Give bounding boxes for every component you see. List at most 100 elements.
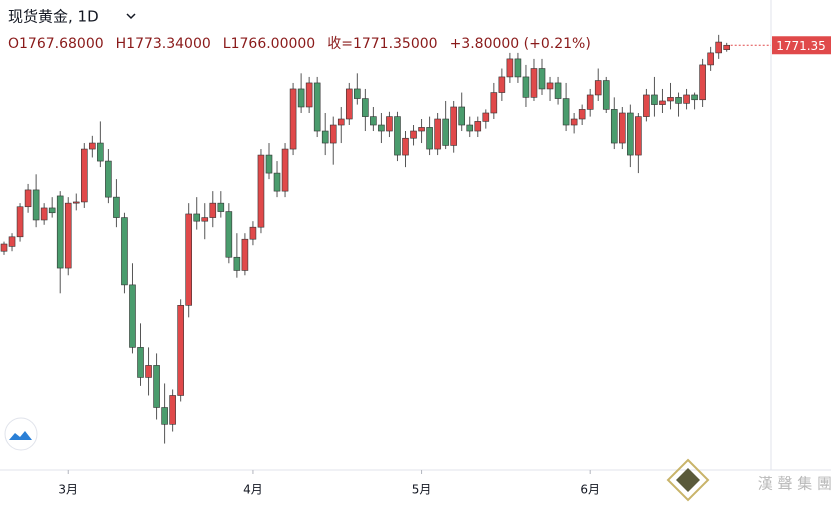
candle (169, 389, 176, 432)
candle-body (305, 82, 313, 108)
candle-body (337, 118, 345, 126)
candle-body (64, 202, 72, 269)
candle-body (450, 106, 457, 146)
candle (386, 111, 393, 138)
candle-body (619, 112, 626, 144)
candle-body (506, 58, 514, 78)
candle-body (257, 154, 265, 228)
logo[interactable] (4, 417, 38, 451)
candle (113, 179, 120, 228)
candle-body (362, 98, 369, 117)
candle (225, 203, 233, 264)
candle-body (562, 98, 570, 126)
candle (675, 92, 682, 117)
candle (161, 383, 168, 444)
candle-body (201, 217, 209, 222)
x-tick-label: 4月 (243, 483, 263, 497)
candle (635, 112, 642, 174)
candle-body (241, 238, 249, 271)
candle (482, 109, 490, 129)
candle-body (153, 365, 160, 408)
candle (578, 104, 586, 126)
candle (145, 347, 152, 396)
candle-body (402, 137, 409, 156)
symbol-title[interactable]: 现货黄金, 1D (8, 8, 99, 26)
candle (538, 58, 546, 95)
candle-body (105, 160, 112, 198)
candle (32, 174, 40, 228)
candle-body (458, 106, 466, 126)
candle-body (217, 202, 225, 212)
candle-body (297, 88, 305, 108)
candle (627, 104, 634, 168)
ohlc-value: 收=1771.35000 (327, 36, 437, 52)
candle (570, 112, 578, 134)
candle-body (329, 124, 337, 144)
candle (514, 52, 522, 83)
candle-body (594, 80, 602, 96)
candle-body (209, 202, 217, 218)
candle-body (97, 142, 104, 162)
candle (16, 203, 24, 242)
candle-body (466, 124, 474, 132)
watermark-logo (666, 458, 710, 502)
plot: 3月 4月 5月 6月 1771.35 (0, 34, 831, 497)
candle (233, 233, 241, 278)
candle (610, 97, 618, 150)
candle-body (8, 236, 16, 247)
candle (193, 197, 201, 230)
candle (129, 263, 136, 354)
x-tick-label: 6月 (580, 483, 600, 497)
candle (474, 116, 482, 138)
candle (659, 88, 666, 113)
candle (522, 64, 530, 107)
candle (0, 241, 8, 255)
candle (450, 100, 457, 153)
candle (185, 203, 192, 318)
candle (297, 73, 305, 113)
candle-body (410, 130, 417, 139)
candle (241, 233, 249, 276)
candle-body (426, 127, 433, 150)
candle (651, 76, 658, 117)
x-tick-label: 3月 (58, 483, 78, 497)
candle (378, 112, 385, 144)
candle (723, 42, 731, 52)
candle (354, 73, 361, 105)
candle-body (169, 395, 176, 425)
candle-body (289, 88, 297, 150)
x-tick-label: 5月 (412, 483, 432, 497)
candle (667, 82, 674, 110)
ohlc-value: H1773.34000 (116, 36, 211, 52)
candle (554, 76, 562, 105)
candle-body (72, 201, 80, 204)
candle (426, 116, 433, 156)
last-price-label: 1771.35 (776, 39, 826, 53)
candle-body (522, 76, 530, 98)
candle (562, 82, 570, 132)
candle (201, 203, 209, 240)
candle (72, 193, 80, 211)
candle-body (48, 207, 56, 214)
candle-body (651, 94, 658, 105)
candle (305, 76, 313, 113)
candle (281, 143, 289, 198)
candle (265, 143, 273, 180)
candle-body (145, 365, 152, 378)
candle-body (233, 256, 241, 271)
candle (64, 197, 72, 276)
candle-body (578, 109, 586, 120)
candle-body (313, 82, 321, 132)
candle (97, 121, 104, 168)
candle (498, 68, 506, 101)
candle (289, 82, 297, 156)
candle (257, 149, 265, 234)
candle-body (683, 94, 690, 104)
candle (586, 88, 594, 117)
symbol-chevron[interactable] (126, 13, 136, 20)
candle-body (490, 92, 498, 114)
candle-body (474, 121, 482, 132)
candle (715, 34, 722, 59)
candle (337, 106, 345, 144)
candle (683, 88, 690, 110)
